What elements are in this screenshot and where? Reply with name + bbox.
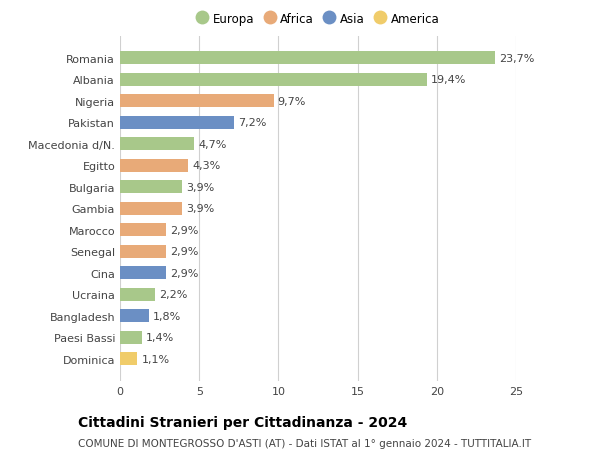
Text: 19,4%: 19,4%: [431, 75, 467, 85]
Text: 9,7%: 9,7%: [278, 97, 306, 106]
Bar: [120, 309, 149, 323]
Text: 23,7%: 23,7%: [499, 54, 535, 64]
Bar: [120, 353, 137, 365]
Text: 2,9%: 2,9%: [170, 268, 198, 278]
Text: 2,2%: 2,2%: [159, 290, 187, 300]
Bar: [120, 224, 166, 237]
Text: 1,4%: 1,4%: [146, 332, 175, 342]
Bar: [120, 288, 155, 301]
Bar: [120, 267, 166, 280]
Text: 7,2%: 7,2%: [238, 118, 266, 128]
Bar: [120, 245, 166, 258]
Bar: [120, 117, 234, 129]
Text: 4,7%: 4,7%: [199, 140, 227, 150]
Bar: [120, 52, 496, 65]
Text: 4,3%: 4,3%: [192, 161, 220, 171]
Legend: Europa, Africa, Asia, America: Europa, Africa, Asia, America: [191, 8, 445, 31]
Text: 2,9%: 2,9%: [170, 247, 198, 257]
Bar: [120, 181, 182, 194]
Text: 1,1%: 1,1%: [142, 354, 170, 364]
Text: 2,9%: 2,9%: [170, 225, 198, 235]
Bar: [120, 160, 188, 173]
Bar: [120, 331, 142, 344]
Bar: [120, 95, 274, 108]
Bar: [120, 202, 182, 215]
Text: 1,8%: 1,8%: [152, 311, 181, 321]
Bar: [120, 138, 194, 151]
Text: COMUNE DI MONTEGROSSO D'ASTI (AT) - Dati ISTAT al 1° gennaio 2024 - TUTTITALIA.I: COMUNE DI MONTEGROSSO D'ASTI (AT) - Dati…: [78, 438, 531, 448]
Text: Cittadini Stranieri per Cittadinanza - 2024: Cittadini Stranieri per Cittadinanza - 2…: [78, 415, 407, 429]
Text: 3,9%: 3,9%: [186, 182, 214, 192]
Text: 3,9%: 3,9%: [186, 204, 214, 214]
Bar: [120, 74, 427, 87]
